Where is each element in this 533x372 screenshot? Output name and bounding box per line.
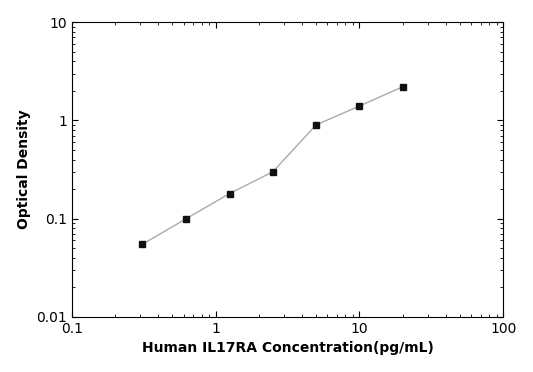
Y-axis label: Optical Density: Optical Density — [17, 110, 31, 230]
X-axis label: Human IL17RA Concentration(pg/mL): Human IL17RA Concentration(pg/mL) — [142, 341, 433, 355]
